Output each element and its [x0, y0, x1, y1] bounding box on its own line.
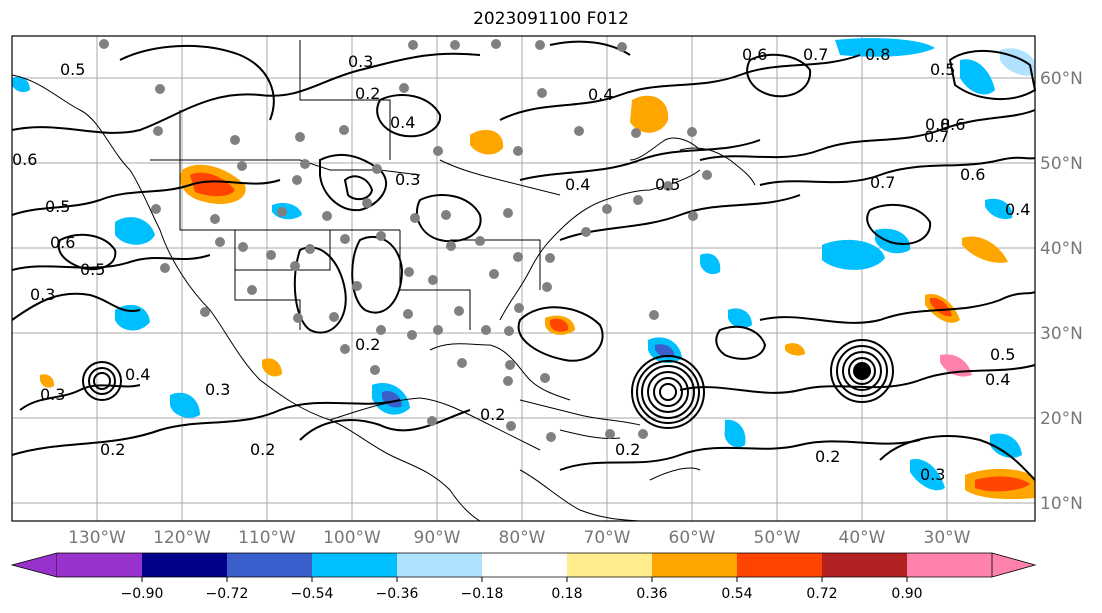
lon-label: 130°W — [68, 528, 126, 548]
lon-label: 120°W — [153, 528, 211, 548]
contour-label: 0.5 — [80, 260, 105, 279]
contour-label: 0.6 — [940, 115, 965, 134]
contour-label: 0.5 — [45, 197, 70, 216]
contour-label: 0.2 — [250, 440, 275, 459]
colorbar-tick-label: 0.90 — [891, 586, 922, 602]
contour-label: 0.2 — [100, 440, 125, 459]
station-markers — [99, 39, 712, 442]
map-frame — [11, 35, 1036, 522]
contour-label: 0.7 — [924, 127, 949, 146]
map-background — [12, 36, 1035, 521]
lon-label: 100°W — [323, 528, 381, 548]
lon-label: 80°W — [499, 528, 546, 548]
contour-label: 0.3 — [205, 380, 230, 399]
contour-label: 0.3 — [348, 52, 373, 71]
contour-label: 0.3 — [920, 465, 945, 484]
contour-label: 0.6 — [960, 165, 985, 184]
contour-label: 0.5 — [990, 345, 1015, 364]
lon-label: 50°W — [754, 528, 801, 548]
lon-label: 110°W — [238, 528, 296, 548]
colorbar-extend-max — [991, 552, 1037, 578]
contour-label: 0.8 — [865, 45, 890, 64]
contour-label: 0.4 — [565, 175, 590, 194]
contour-label: 0.6 — [12, 150, 37, 169]
contour-label: 0.6 — [742, 45, 767, 64]
contour-label: 0.7 — [803, 45, 828, 64]
contour-labels: 0.3 0.2 0.4 0.6 0.7 0.8 0.5 0.6 0.7 0.5 … — [12, 45, 1030, 484]
contour-label: 0.6 — [50, 233, 75, 252]
contour-label: 0.4 — [125, 365, 150, 384]
lat-label: 20°N — [1040, 409, 1083, 429]
contour-label: 0.3 — [40, 385, 65, 404]
lat-label: 10°N — [1040, 494, 1083, 514]
contour-label: 0.4 — [1005, 200, 1030, 219]
contour-label: 0.2 — [355, 335, 380, 354]
contour-label: 0.8 — [925, 115, 950, 134]
contour-label: 0.5 — [930, 60, 955, 79]
colorbar-tick-label: 0.72 — [806, 586, 837, 602]
contour-label: 0.5 — [655, 175, 680, 194]
contour-label: 0.4 — [390, 113, 415, 132]
latitude-labels: 60°N 50°N 40°N 30°N 20°N 10°N — [1040, 69, 1083, 514]
contour-label: 0.2 — [355, 84, 380, 103]
lat-label: 40°N — [1040, 239, 1083, 259]
colorbar-tick-label: 0.18 — [551, 586, 582, 602]
map-title: 2023091100 F012 — [473, 9, 629, 29]
colorbar: −0.90 −0.72 −0.54 −0.36 −0.18 0.18 0.36 … — [10, 552, 1037, 602]
contour-label: 0.2 — [615, 440, 640, 459]
contour-label: 0.4 — [985, 370, 1010, 389]
lon-label: 40°W — [839, 528, 886, 548]
contour-label: 0.2 — [480, 405, 505, 424]
storm-center-marker — [853, 362, 871, 380]
lon-label: 30°W — [924, 528, 971, 548]
colorbar-tick-label: −0.54 — [291, 586, 334, 602]
lon-label: 70°W — [584, 528, 631, 548]
colorbar-tick-label: −0.18 — [461, 586, 504, 602]
colorbar-tick-label: −0.36 — [376, 586, 419, 602]
lon-label: 90°W — [414, 528, 461, 548]
colorbar-extend-min — [10, 552, 58, 578]
colorbar-tick-label: 0.36 — [636, 586, 667, 602]
lat-label: 50°N — [1040, 154, 1083, 174]
shaded-anomalies — [12, 38, 1035, 500]
colorbar-tick-label: −0.90 — [121, 586, 164, 602]
colorbar-tick-label: 0.54 — [721, 586, 752, 602]
contour-label: 0.4 — [588, 85, 613, 104]
contour-label: 0.7 — [870, 173, 895, 192]
colorbar-tick-label: −0.72 — [206, 586, 249, 602]
lon-label: 60°W — [669, 528, 716, 548]
lat-label: 30°N — [1040, 324, 1083, 344]
contour-label: 0.3 — [30, 285, 55, 304]
contour-label: 0.5 — [60, 60, 85, 79]
lat-label: 60°N — [1040, 69, 1083, 89]
longitude-labels: 130°W 120°W 110°W 100°W 90°W 80°W 70°W 6… — [68, 528, 971, 548]
contour-lines — [11, 40, 1037, 481]
contour-label: 0.3 — [395, 170, 420, 189]
contour-label: 0.2 — [815, 447, 840, 466]
